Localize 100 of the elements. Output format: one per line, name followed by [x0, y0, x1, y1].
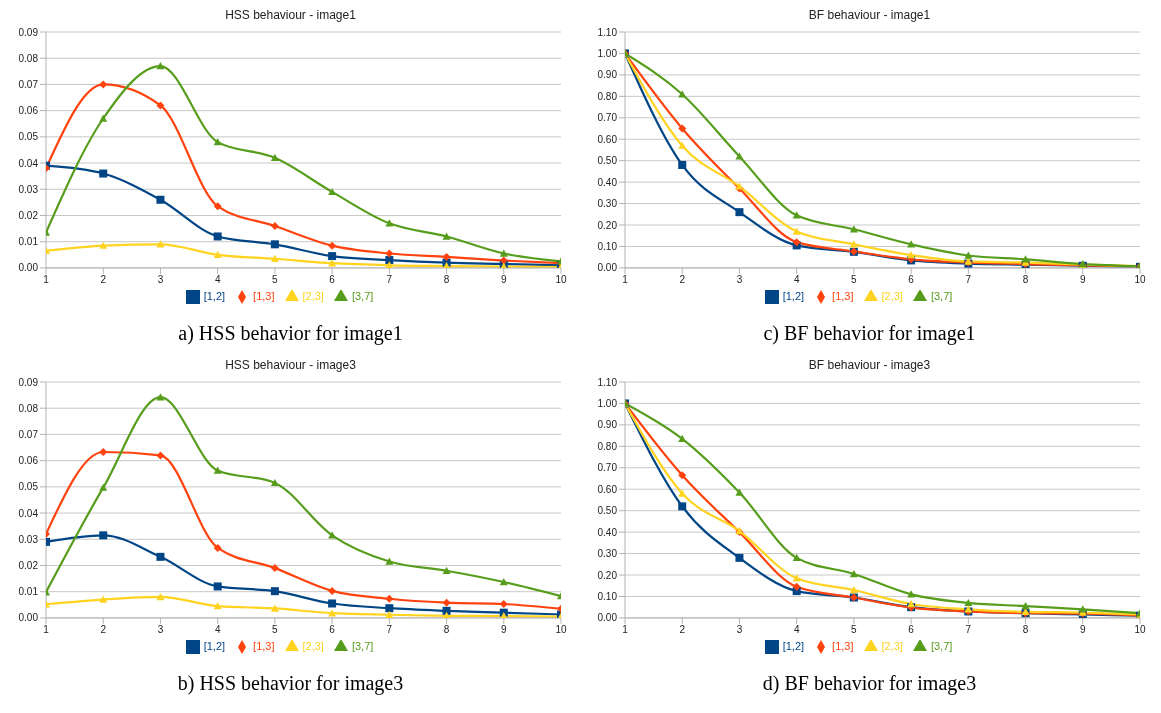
y-tick-label: 0.09 — [18, 26, 39, 38]
y-tick-label: 0.00 — [18, 612, 39, 624]
y-tick-label: 0.80 — [597, 440, 618, 452]
y-tick-label: 1.00 — [597, 48, 618, 59]
x-tick-label: 4 — [793, 624, 800, 636]
text: b) HSS behavior for image3 — [176, 672, 405, 695]
x-tick-label: 9 — [1080, 624, 1086, 636]
y-tick-label: 0.30 — [597, 548, 618, 560]
y-tick-label: 0.08 — [18, 52, 39, 64]
y-tick-label: 0.40 — [597, 176, 618, 188]
x-tick-label: 1 — [622, 624, 629, 636]
y-tick-label: 0.70 — [597, 462, 618, 474]
y-tick-label: 0.05 — [18, 131, 39, 143]
x-tick-label: 2 — [679, 274, 686, 286]
legend-label: [1,2] — [782, 639, 805, 652]
x-tick-label: 10 — [555, 274, 567, 286]
x-tick-label: 4 — [793, 274, 800, 286]
y-tick-label: 0.00 — [597, 262, 618, 274]
x-tick-label: 10 — [1134, 624, 1146, 636]
x-tick-label: 2 — [100, 624, 107, 636]
x-tick-label: 6 — [329, 274, 336, 286]
x-tick-label: 7 — [386, 274, 393, 286]
x-tick-label: 1 — [43, 274, 50, 286]
y-tick-label: 0.05 — [18, 481, 39, 493]
y-tick-label: 0.80 — [597, 90, 618, 102]
x-tick-label: 10 — [555, 624, 567, 636]
y-tick-label: 0.08 — [18, 402, 39, 414]
x-tick-label: 8 — [1022, 624, 1029, 636]
chart-title: BF behaviour - image1 — [807, 8, 932, 24]
y-tick-label: 0.04 — [18, 507, 39, 519]
text: a) HSS behavior for image1 — [177, 322, 404, 345]
x-tick-label: 7 — [965, 624, 972, 636]
x-tick-label: 6 — [329, 624, 336, 636]
x-tick-label: 9 — [1080, 274, 1086, 286]
legend-label: [1,2] — [203, 639, 226, 652]
y-tick-label: 0.07 — [18, 78, 39, 90]
legend-label: [1,2] — [203, 289, 226, 302]
y-tick-label: 0.20 — [597, 219, 618, 231]
x-tick-label: 5 — [851, 274, 858, 286]
y-tick-label: 1.00 — [597, 398, 618, 409]
legend-label: [1,3] — [253, 289, 275, 302]
legend-label: [3,7] — [930, 289, 953, 302]
y-tick-label: 0.90 — [597, 419, 618, 431]
x-tick-label: 7 — [386, 624, 393, 636]
y-tick-label: 0.50 — [597, 505, 618, 517]
y-tick-label: 0.10 — [597, 241, 618, 253]
y-tick-label: 0.01 — [18, 586, 39, 598]
x-tick-label: 9 — [501, 624, 507, 636]
y-tick-label: 1.10 — [597, 26, 618, 38]
x-tick-label: 5 — [272, 624, 279, 636]
y-tick-label: 0.00 — [18, 262, 39, 274]
y-tick-label: 0.00 — [597, 612, 618, 624]
x-tick-label: 5 — [851, 624, 858, 636]
legend-label: [2,3] — [302, 639, 324, 652]
x-tick-label: 2 — [100, 274, 107, 286]
y-tick-label: 0.60 — [597, 133, 618, 145]
legend-label: [3,7] — [930, 639, 953, 652]
y-tick-label: 0.70 — [597, 112, 618, 124]
y-tick-label: 0.03 — [18, 533, 39, 545]
x-tick-label: 6 — [908, 274, 915, 286]
x-tick-label: 3 — [736, 274, 743, 286]
y-tick-label: 0.02 — [18, 210, 39, 222]
y-tick-label: 0.01 — [18, 236, 39, 248]
legend-label: [1,3] — [253, 639, 275, 652]
y-tick-label: 1.10 — [597, 376, 618, 388]
legend-label: [1,2] — [782, 289, 805, 302]
x-tick-label: 3 — [157, 274, 164, 286]
y-tick-label: 0.30 — [597, 198, 618, 210]
chart-title: BF behaviour - image3 — [807, 358, 932, 374]
x-tick-label: 3 — [736, 624, 743, 636]
chart-title: HSS behaviour - image3 — [224, 358, 357, 374]
legend-label: [2,3] — [302, 289, 324, 302]
legend-label: [3,7] — [351, 289, 374, 302]
y-tick-label: 0.20 — [597, 569, 618, 581]
y-tick-label: 0.50 — [597, 155, 618, 167]
x-tick-label: 9 — [501, 274, 507, 286]
legend-label: [1,3] — [832, 289, 854, 302]
y-tick-label: 0.04 — [18, 157, 39, 169]
x-tick-label: 1 — [622, 274, 629, 286]
legend-label: [3,7] — [351, 639, 374, 652]
x-tick-label: 8 — [443, 274, 450, 286]
y-tick-label: 0.40 — [597, 526, 618, 538]
y-tick-label: 0.60 — [597, 483, 618, 495]
legend-label: [2,3] — [881, 639, 903, 652]
x-tick-label: 4 — [214, 274, 221, 286]
text: c) BF behavior for image1 — [762, 322, 977, 345]
x-tick-label: 5 — [272, 274, 279, 286]
x-tick-label: 6 — [908, 624, 915, 636]
x-tick-label: 7 — [965, 274, 972, 286]
x-tick-label: 10 — [1134, 274, 1146, 286]
y-tick-label: 0.02 — [18, 560, 39, 572]
y-tick-label: 0.06 — [18, 455, 39, 467]
y-tick-label: 0.03 — [18, 183, 39, 195]
x-tick-label: 8 — [443, 624, 450, 636]
x-tick-label: 8 — [1022, 274, 1029, 286]
y-tick-label: 0.90 — [597, 69, 618, 81]
x-tick-label: 3 — [157, 624, 164, 636]
legend-label: [2,3] — [881, 289, 903, 302]
x-tick-label: 2 — [679, 624, 686, 636]
chart-title: HSS behaviour - image1 — [224, 8, 357, 24]
